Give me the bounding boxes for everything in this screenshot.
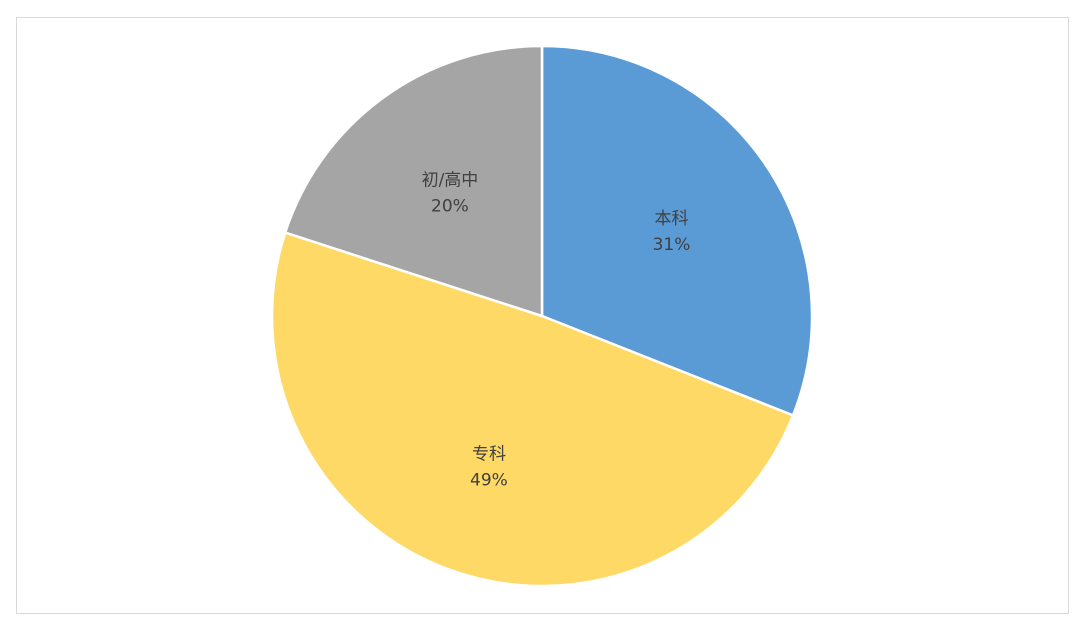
slice-value-label: 20% (431, 196, 469, 216)
slice-category-label: 初/高中 (422, 170, 479, 190)
slice-category-label: 专科 (472, 444, 506, 464)
pie-slice-1 (540, 44, 814, 417)
pie-slice-3 (283, 44, 544, 318)
slice-value-label: 49% (470, 470, 508, 490)
labels-layer: 本科 31% 专科 49% 初/高中 20% (422, 170, 691, 490)
pie-slice-2 (270, 231, 795, 588)
slice-value-label: 31% (653, 235, 691, 255)
slices-layer (270, 44, 814, 588)
slice-category-label: 本科 (655, 209, 689, 229)
